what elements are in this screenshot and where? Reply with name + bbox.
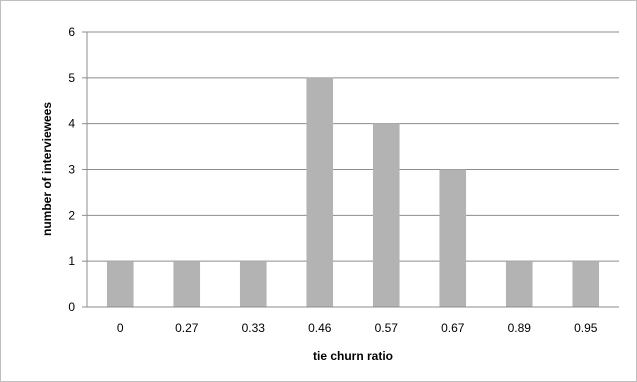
y-tick-label: 2 [68, 208, 75, 222]
gridlines [87, 31, 619, 262]
x-axis-title: tie churn ratio [313, 349, 393, 363]
x-tick-labels: 0 0.27 0.33 0.46 0.57 0.67 0.89 0.95 [117, 321, 598, 335]
x-tick-label: 0.27 [175, 321, 199, 335]
y-tick-labels: 0 1 2 3 4 5 6 [68, 25, 75, 314]
bar [505, 261, 533, 307]
y-tick-label: 4 [68, 117, 75, 131]
y-tick-label: 5 [68, 71, 75, 85]
x-tick-label: 0.95 [574, 321, 598, 335]
x-tick-label: 0.57 [375, 321, 399, 335]
x-tick-label: 0 [117, 321, 124, 335]
x-tick-label: 0.33 [242, 321, 266, 335]
axes [82, 31, 619, 308]
y-tick-label: 1 [68, 254, 75, 268]
bar [572, 261, 600, 307]
y-tick-label: 3 [68, 163, 75, 177]
y-tick-label: 6 [68, 25, 75, 39]
x-tick-label: 0.89 [508, 321, 532, 335]
bar [372, 123, 400, 308]
bar [306, 77, 334, 307]
bar [173, 261, 201, 307]
bar [239, 261, 267, 307]
y-tick-label: 0 [68, 300, 75, 314]
bar [106, 261, 134, 307]
x-tick-label: 0.67 [441, 321, 465, 335]
x-tick-label: 0.46 [308, 321, 332, 335]
y-axis-title: number of interviewees [40, 102, 54, 236]
bars [106, 77, 600, 308]
bar [439, 169, 467, 307]
